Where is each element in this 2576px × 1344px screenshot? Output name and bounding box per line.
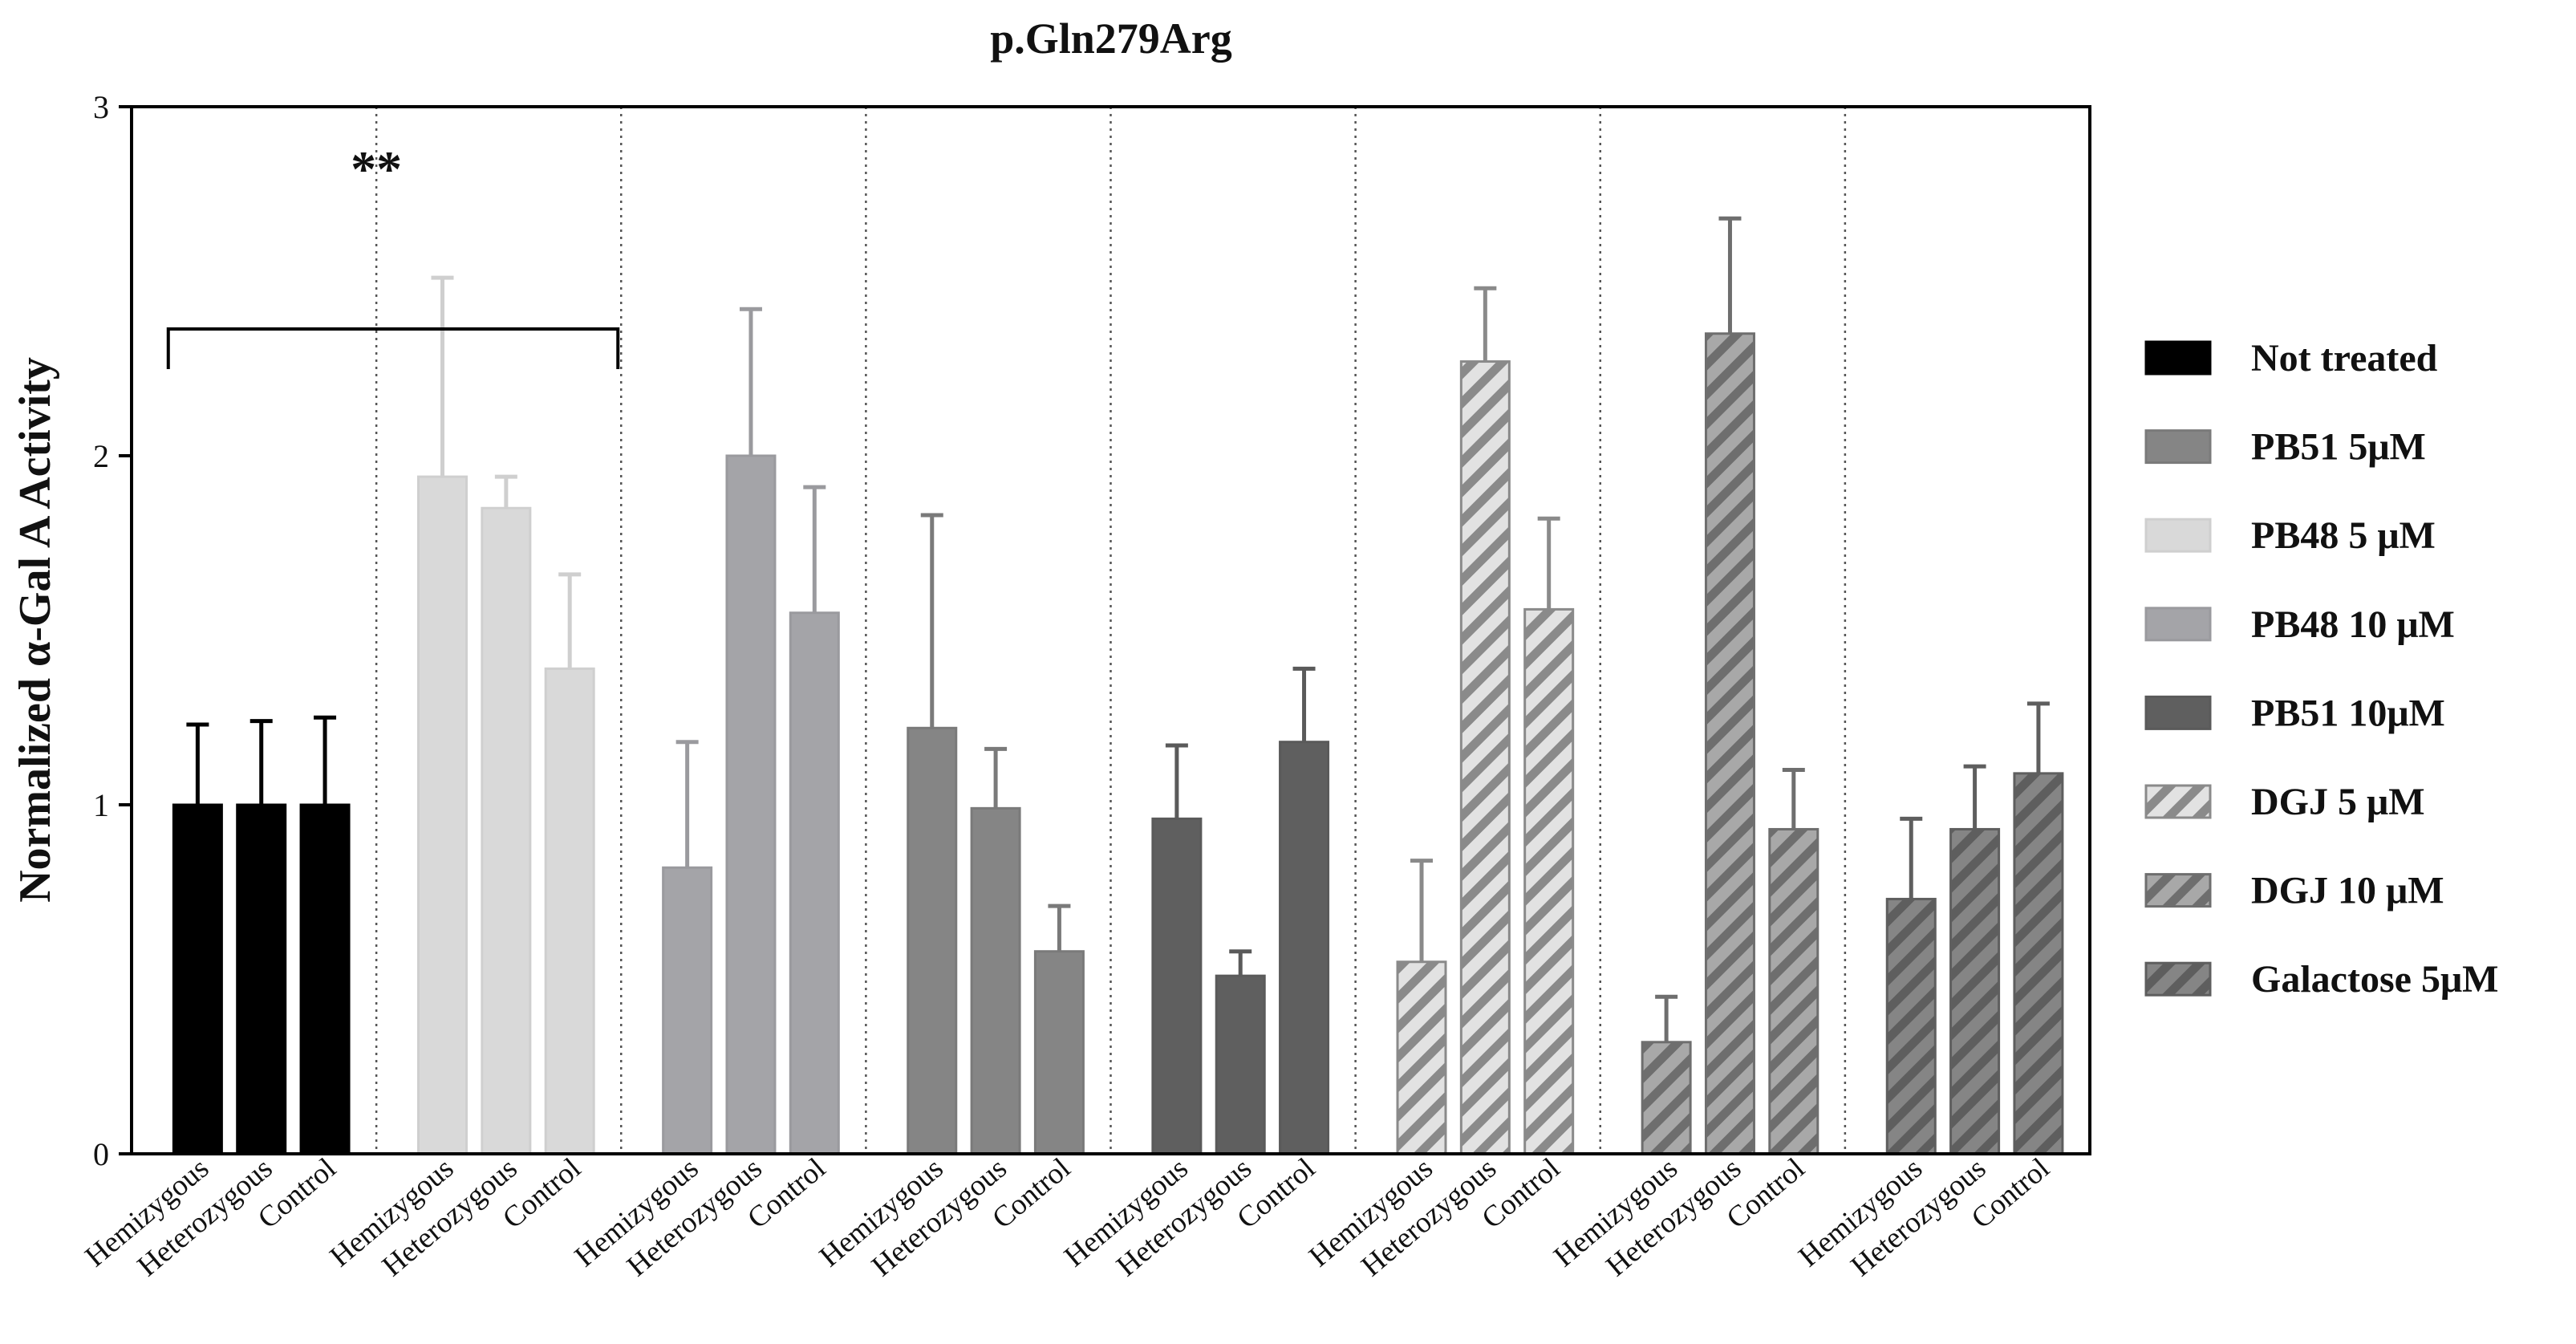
bar [1641,1041,1692,1155]
legend-label: PB48 10 μM [2251,603,2455,646]
significance-label: ** [351,140,402,197]
bar [172,803,223,1155]
legend-label: Not treated [2251,337,2438,380]
bar [417,475,469,1155]
legend-swatch [2144,429,2212,465]
legend-label: DGJ 5 μM [2251,781,2425,823]
bar [1279,741,1330,1155]
y-axis-label: Normalized α-Gal A Activity [10,357,60,903]
legend-label: PB51 5μM [2251,426,2426,469]
legend-label: Galactose 5μM [2251,958,2498,1001]
bar [725,454,777,1155]
legend-label: DGJ 10 μM [2251,870,2444,912]
bar [1523,607,1575,1155]
legend-label: PB48 5 μM [2251,514,2436,557]
bar [299,803,351,1155]
legend-label: PB51 10μM [2251,692,2445,734]
bar [236,803,287,1155]
legend-swatch [2144,518,2212,553]
bar [1885,897,1937,1155]
plot-frame [130,105,2091,1155]
legend-swatch [2144,784,2212,819]
bar [1215,974,1266,1155]
bar [789,611,840,1155]
bar [662,866,713,1155]
y-tick-label: 1 [93,787,109,823]
bar [544,667,595,1155]
bar [970,806,1021,1155]
bar [1768,827,1819,1155]
y-tick-label: 2 [93,438,109,474]
bar [907,726,958,1155]
bar [1151,817,1203,1155]
bar [1396,960,1447,1155]
legend-swatch [2144,607,2212,642]
bar [1949,827,2001,1155]
bar [1033,950,1085,1155]
y-tick-label: 0 [93,1136,109,1172]
bar [1459,360,1511,1155]
legend-swatch [2144,695,2212,730]
significance-bracket [166,327,620,369]
bar [1704,332,1755,1155]
bar [2013,772,2064,1155]
legend-swatch [2144,873,2212,908]
legend-swatch [2144,340,2212,376]
legend-swatch [2144,961,2212,997]
chart-title: p.Gln279Arg [990,14,1232,63]
y-tick-label: 3 [93,89,109,125]
bar [481,506,532,1155]
